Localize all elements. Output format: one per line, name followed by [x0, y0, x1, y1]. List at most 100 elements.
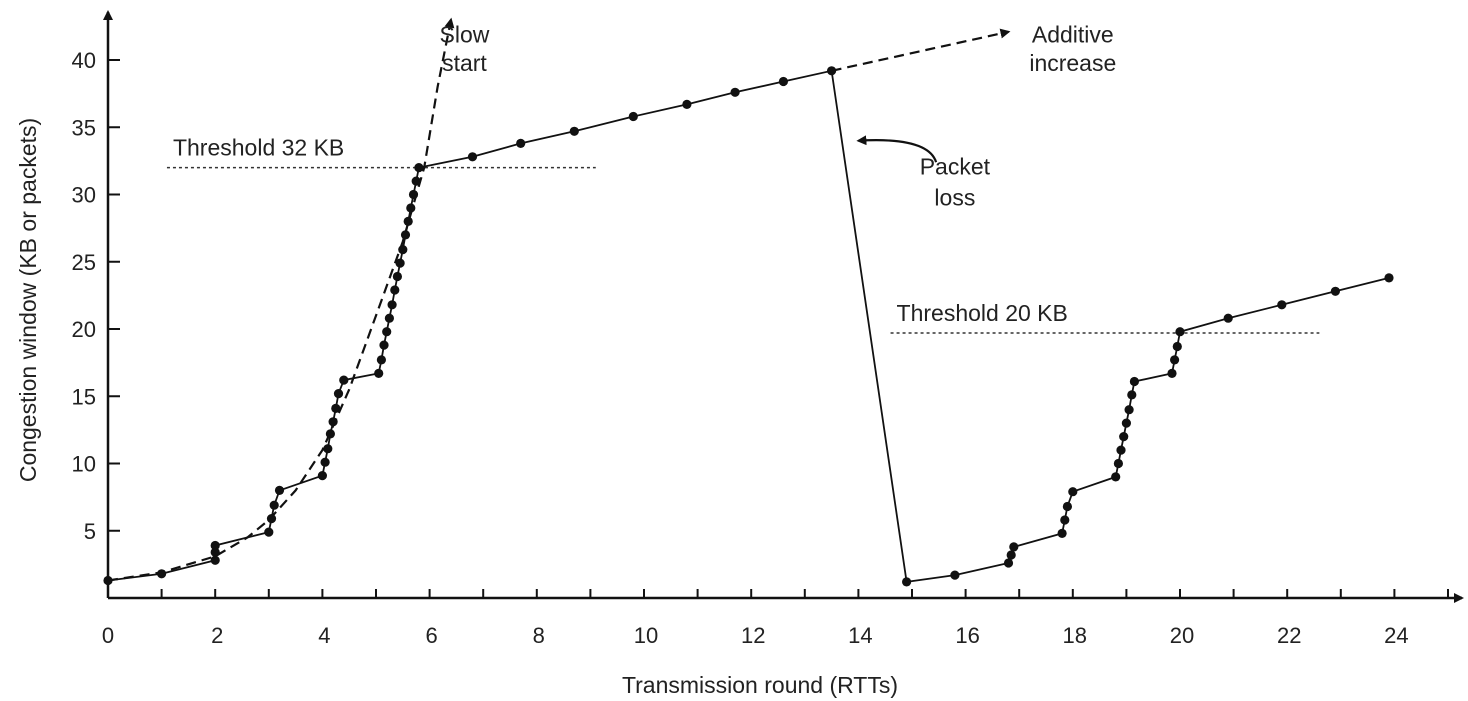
x-tick-label: 2 — [211, 623, 223, 648]
data-point — [379, 340, 389, 350]
data-point — [730, 87, 740, 97]
annotation-text: increase — [1029, 50, 1116, 76]
data-point — [950, 570, 960, 580]
data-point — [467, 152, 478, 162]
data-point — [1068, 487, 1078, 497]
data-point — [1127, 390, 1137, 400]
data-point — [210, 540, 220, 551]
data-point — [1277, 300, 1287, 310]
data-point — [1172, 341, 1182, 352]
data-point — [103, 575, 113, 586]
data-point — [390, 285, 400, 295]
y-tick-label: 40 — [72, 48, 96, 73]
x-tick-label: 8 — [533, 623, 545, 648]
data-point — [1116, 445, 1126, 455]
slow-start-curve — [107, 17, 455, 582]
data-point — [516, 138, 526, 148]
data-point — [569, 126, 579, 136]
data-point — [1057, 528, 1067, 539]
x-tick-label: 24 — [1384, 623, 1408, 648]
x-tick-label: 10 — [634, 623, 658, 648]
annotation-text: Additive — [1032, 22, 1114, 48]
data-point — [1062, 501, 1072, 512]
threshold-label: Threshold 32 KB — [173, 135, 344, 161]
data-point — [902, 577, 912, 587]
data-point — [323, 444, 333, 454]
data-point — [403, 216, 413, 226]
data-point — [1167, 368, 1177, 378]
data-point — [1223, 313, 1233, 323]
data-point — [682, 99, 692, 109]
data-point — [210, 547, 220, 557]
x-tick-label: 20 — [1170, 623, 1194, 648]
y-tick-label: 35 — [72, 115, 96, 140]
data-point — [1384, 273, 1394, 283]
y-tick-label: 20 — [72, 317, 96, 342]
data-point — [339, 375, 349, 385]
data-point — [778, 76, 789, 87]
data-point — [266, 514, 277, 524]
data-point — [392, 271, 402, 282]
data-point — [400, 230, 411, 240]
x-tick-label: 12 — [741, 623, 765, 648]
data-point — [1060, 515, 1070, 525]
data-point — [1175, 327, 1185, 337]
data-point — [395, 258, 405, 268]
data-point — [1009, 542, 1019, 552]
data-point — [328, 417, 338, 427]
data-point — [1111, 472, 1121, 482]
data-point — [827, 66, 837, 76]
x-tick-label: 4 — [318, 623, 330, 648]
data-point — [325, 429, 335, 439]
data-point — [1113, 458, 1123, 469]
packet-loss-arrow — [856, 135, 938, 163]
additive-increase-extension — [831, 28, 1011, 72]
data-point — [408, 189, 419, 200]
data-point — [1170, 355, 1180, 365]
y-tick-label: 15 — [72, 384, 96, 409]
data-point — [1124, 405, 1134, 415]
data-point — [333, 389, 344, 399]
data-point — [210, 555, 220, 565]
data-point — [1006, 550, 1016, 560]
data-point — [1129, 376, 1139, 387]
annotation-text: loss — [934, 184, 975, 210]
axes: 0 2 4 6 8 10 12 14 16 18 20 22 24510152025303540Tran… — [15, 10, 1464, 698]
y-tick-label: 25 — [72, 250, 96, 275]
data-point — [317, 471, 327, 481]
x-tick-label: 0 — [102, 623, 114, 648]
data-point — [269, 500, 279, 510]
x-tick-label: 18 — [1063, 623, 1087, 648]
annotation-text: start — [442, 50, 487, 76]
data-point — [331, 403, 341, 413]
data-points — [103, 66, 1394, 587]
data-point — [382, 327, 392, 337]
threshold-label: Threshold 20 KB — [897, 300, 1068, 326]
data-point — [406, 203, 416, 213]
x-axis-title: Transmission round (RTTs) — [622, 672, 898, 698]
data-point — [157, 569, 167, 579]
data-point — [398, 245, 408, 255]
data-point — [264, 527, 274, 537]
annotation-text: Packet — [920, 153, 991, 179]
data-point — [320, 457, 330, 467]
data-point — [384, 313, 394, 323]
data-point — [374, 368, 384, 378]
y-axis-title: Congestion window (KB or packets) — [15, 118, 41, 482]
x-tick-label: 6 — [425, 623, 437, 648]
y-tick-label: 5 — [84, 519, 96, 544]
x-tick-label: 22 — [1277, 623, 1301, 648]
y-tick-label: 30 — [72, 183, 96, 208]
annotation-text: Slow — [440, 22, 490, 48]
data-point — [1119, 432, 1129, 442]
data-point — [411, 176, 421, 186]
x-tick-label: 16 — [955, 623, 979, 648]
data-point — [1121, 418, 1131, 428]
data-point — [376, 355, 386, 365]
y-tick-label: 10 — [72, 452, 96, 477]
data-point — [1003, 558, 1014, 568]
data-point — [628, 111, 638, 122]
data-point — [1330, 286, 1340, 296]
